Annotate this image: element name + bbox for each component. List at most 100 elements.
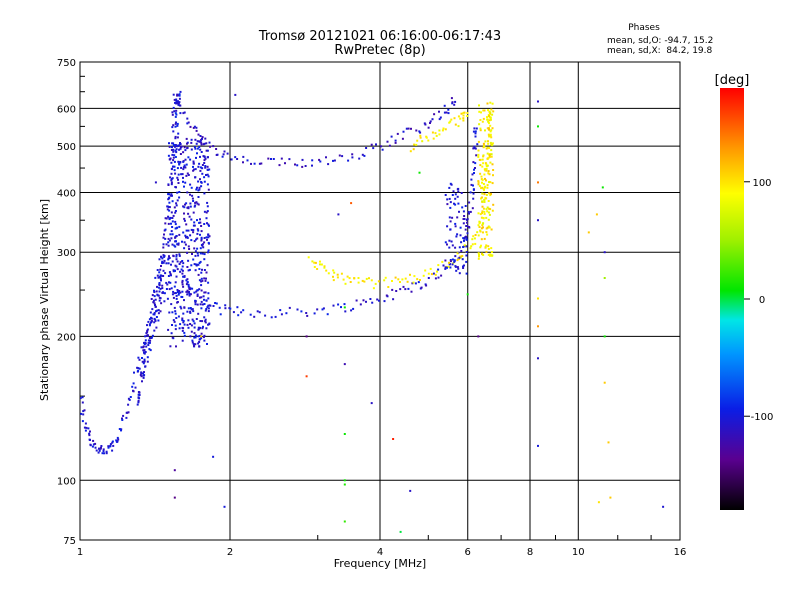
- echo-point: [192, 231, 195, 234]
- echo-point: [105, 452, 108, 455]
- echo-point: [183, 241, 186, 244]
- echo-point: [173, 98, 176, 101]
- echo-point: [212, 455, 215, 458]
- echo-point: [179, 143, 182, 146]
- echo-point: [144, 365, 147, 368]
- echo-point: [177, 315, 180, 318]
- echo-point: [148, 324, 151, 327]
- echo-point: [349, 281, 352, 283]
- echo-point: [448, 186, 451, 189]
- echo-point: [490, 228, 493, 231]
- echo-point: [230, 158, 233, 161]
- echo-point: [473, 127, 476, 130]
- echo-point: [189, 205, 192, 208]
- echo-point: [81, 396, 84, 399]
- echo-point: [174, 172, 177, 175]
- echo-point: [365, 300, 367, 303]
- echo-point: [197, 180, 200, 183]
- echo-point: [478, 185, 481, 188]
- echo-point: [190, 148, 193, 151]
- echo-point: [470, 178, 473, 181]
- echo-point: [484, 129, 486, 132]
- echo-point: [370, 402, 373, 405]
- echo-point: [454, 255, 457, 258]
- echo-point: [205, 308, 208, 310]
- echo-point: [480, 175, 483, 178]
- echo-point: [174, 145, 176, 148]
- echo-point: [168, 239, 171, 242]
- echo-point: [427, 126, 430, 129]
- echo-point: [446, 198, 449, 201]
- echo-point: [170, 172, 173, 175]
- echo-point: [472, 147, 475, 150]
- echo-point: [203, 269, 206, 271]
- echo-point: [206, 168, 209, 171]
- echo-point: [466, 225, 469, 227]
- echo-point: [175, 100, 178, 103]
- echo-point: [474, 132, 477, 135]
- echo-point: [118, 428, 121, 430]
- echo-point: [169, 281, 172, 284]
- echo-point: [205, 149, 208, 152]
- echo-point: [253, 162, 256, 165]
- echo-point: [323, 266, 326, 269]
- echo-point: [165, 243, 168, 246]
- echo-point: [194, 168, 197, 171]
- echo-point: [270, 158, 272, 160]
- echo-point: [144, 339, 147, 342]
- echo-point: [401, 137, 404, 140]
- echo-point: [234, 156, 237, 159]
- echo-point: [462, 265, 464, 268]
- echo-point: [194, 204, 197, 207]
- echo-point: [468, 201, 471, 204]
- echo-point: [186, 266, 189, 268]
- echo-point: [143, 374, 146, 377]
- echo-point: [142, 361, 145, 364]
- echo-point: [169, 272, 172, 275]
- echo-point: [442, 264, 445, 267]
- echo-point: [159, 277, 162, 280]
- echo-point: [184, 181, 187, 184]
- echo-point: [352, 307, 355, 310]
- echo-point: [489, 116, 492, 119]
- echo-point: [87, 427, 90, 430]
- echo-point: [156, 269, 159, 271]
- echo-point: [178, 196, 181, 199]
- echo-point: [451, 101, 454, 104]
- echo-point: [199, 140, 202, 143]
- echo-point: [456, 195, 459, 198]
- echo-point: [199, 260, 202, 263]
- echo-point: [399, 288, 402, 291]
- y-tick-label: 600: [57, 104, 76, 115]
- echo-point: [456, 216, 459, 219]
- echo-point: [197, 133, 200, 136]
- echo-point: [458, 272, 461, 275]
- echo-point: [147, 341, 150, 344]
- echo-point: [183, 331, 186, 334]
- echo-point: [487, 127, 490, 130]
- echo-point: [206, 165, 209, 168]
- echo-point: [218, 306, 221, 309]
- echo-point: [120, 429, 122, 432]
- echo-point: [148, 323, 151, 326]
- echo-point: [102, 448, 105, 451]
- echo-point: [181, 265, 184, 268]
- echo-point: [192, 126, 195, 129]
- echo-point: [172, 156, 175, 159]
- echo-point: [461, 255, 464, 257]
- echo-point: [425, 284, 428, 287]
- echo-point: [193, 326, 196, 329]
- echo-point: [190, 308, 193, 311]
- echo-point: [154, 305, 157, 308]
- echo-point: [199, 218, 201, 221]
- echo-point: [189, 125, 192, 128]
- echo-point: [343, 520, 346, 523]
- echo-point: [490, 129, 493, 132]
- echo-point: [191, 341, 194, 344]
- echo-point: [491, 113, 494, 116]
- echo-point: [662, 505, 665, 508]
- echo-point: [202, 246, 205, 249]
- echo-point: [197, 140, 200, 143]
- echo-point: [177, 242, 180, 245]
- echo-point: [196, 202, 199, 205]
